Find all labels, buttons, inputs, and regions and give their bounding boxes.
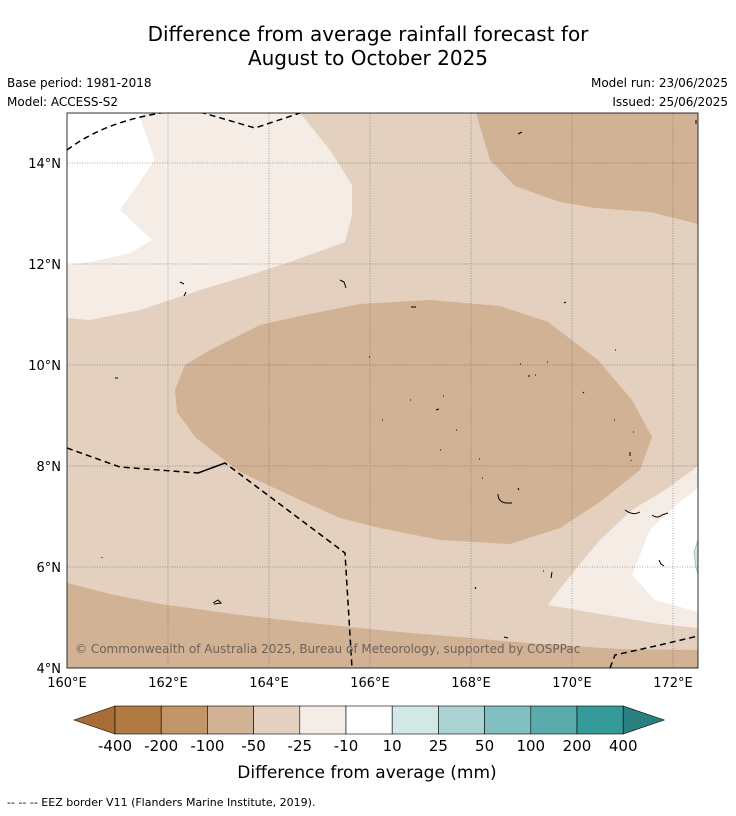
colorbar-tick-label: -10 — [334, 737, 359, 755]
eez-border — [67, 113, 698, 668]
issued-date: Issued: 25/06/2025 — [612, 95, 728, 109]
colorbar-swatch — [484, 705, 532, 735]
colorbar-swatch — [391, 705, 439, 735]
band-minus10-10-southeast — [632, 488, 698, 612]
colorbar-tick-label: -50 — [241, 737, 266, 755]
lat-label-6n: 6°N — [37, 561, 62, 576]
colorbar-tick-label: 200 — [563, 737, 592, 755]
colorbar-tick-label: -400 — [98, 737, 132, 755]
colorbar-tick-label: -100 — [190, 737, 224, 755]
colorbar-tick-label: 400 — [609, 737, 638, 755]
colorbar-title: Difference from average (mm) — [237, 763, 496, 783]
map-frame — [66, 112, 699, 669]
lat-label-4n: 4°N — [37, 662, 62, 677]
band-minus100-minus50-northeast — [476, 113, 698, 224]
colorbar-extend-high — [622, 705, 666, 735]
islands — [101, 120, 697, 639]
lat-label-10n: 10°N — [28, 359, 61, 374]
colorbar-labels: -400 -200 -100 -50 -25 -10 10 25 50 100 200 400 — [98, 737, 638, 755]
colorbar-swatch — [345, 705, 393, 735]
lon-label-160e: 160°E — [47, 676, 87, 691]
lon-label-168e: 168°E — [451, 676, 491, 691]
meta-left: Base period: 1981-2018 Model: ACCESS-S2 — [7, 74, 152, 112]
band-minus10-10-north — [67, 113, 155, 265]
colorbar-extend-low — [73, 705, 116, 735]
lat-label-8n: 8°N — [37, 460, 62, 475]
copyright-text: © Commonwealth of Australia 2025, Bureau… — [75, 642, 580, 656]
title-line-2: August to October 2025 — [247, 46, 489, 70]
colorbar-swatch — [160, 705, 208, 735]
longitude-labels: 160°E 162°E 164°E 166°E 168°E 170°E 172°… — [47, 676, 693, 691]
colorbar-swatch — [576, 705, 624, 735]
graticule — [67, 113, 698, 668]
colorbar-tick-label: -25 — [288, 737, 313, 755]
lat-label-12n: 12°N — [28, 258, 61, 273]
colorbar-tick-label: 25 — [429, 737, 448, 755]
lon-label-166e: 166°E — [350, 676, 390, 691]
colorbar-tick-label: -200 — [144, 737, 178, 755]
title-line-1: Difference from average rainfall forecas… — [147, 22, 589, 46]
eez-footnote: -- -- -- EEZ border V11 (Flanders Marine… — [7, 796, 316, 809]
lat-label-14n: 14°N — [28, 157, 61, 172]
base-period: Base period: 1981-2018 — [7, 76, 152, 90]
model-run: Model run: 23/06/2025 — [590, 76, 728, 90]
lon-label-162e: 162°E — [148, 676, 188, 691]
lon-label-164e: 164°E — [249, 676, 289, 691]
colorbar-swatch — [299, 705, 347, 735]
colorbar-swatch — [253, 705, 301, 735]
meta-right: Model run: 23/06/2025 Issued: 25/06/2025 — [591, 74, 728, 112]
band-minus100-minus50-central — [175, 300, 652, 544]
colorbar-swatch — [438, 705, 485, 735]
map-plot-area — [67, 113, 698, 668]
lon-label-170e: 170°E — [552, 676, 592, 691]
colorbar-swatch — [530, 705, 578, 735]
map-title: Difference from average rainfall forecas… — [0, 22, 736, 70]
colorbar-swatch — [207, 705, 254, 735]
colorbar — [73, 705, 666, 735]
band-10-25-patch — [693, 539, 698, 575]
colorbar-tick-label: 10 — [383, 737, 402, 755]
band-minus100-minus50-south — [67, 583, 698, 668]
lon-label-172e: 172°E — [653, 676, 693, 691]
latitude-labels: 14°N 12°N 10°N 8°N 6°N 4°N — [28, 157, 61, 677]
model-name: Model: ACCESS-S2 — [7, 95, 119, 109]
colorbar-tick-label: 100 — [516, 737, 545, 755]
colorbar-swatch — [114, 705, 162, 735]
colorbar-tick-label: 50 — [475, 737, 494, 755]
